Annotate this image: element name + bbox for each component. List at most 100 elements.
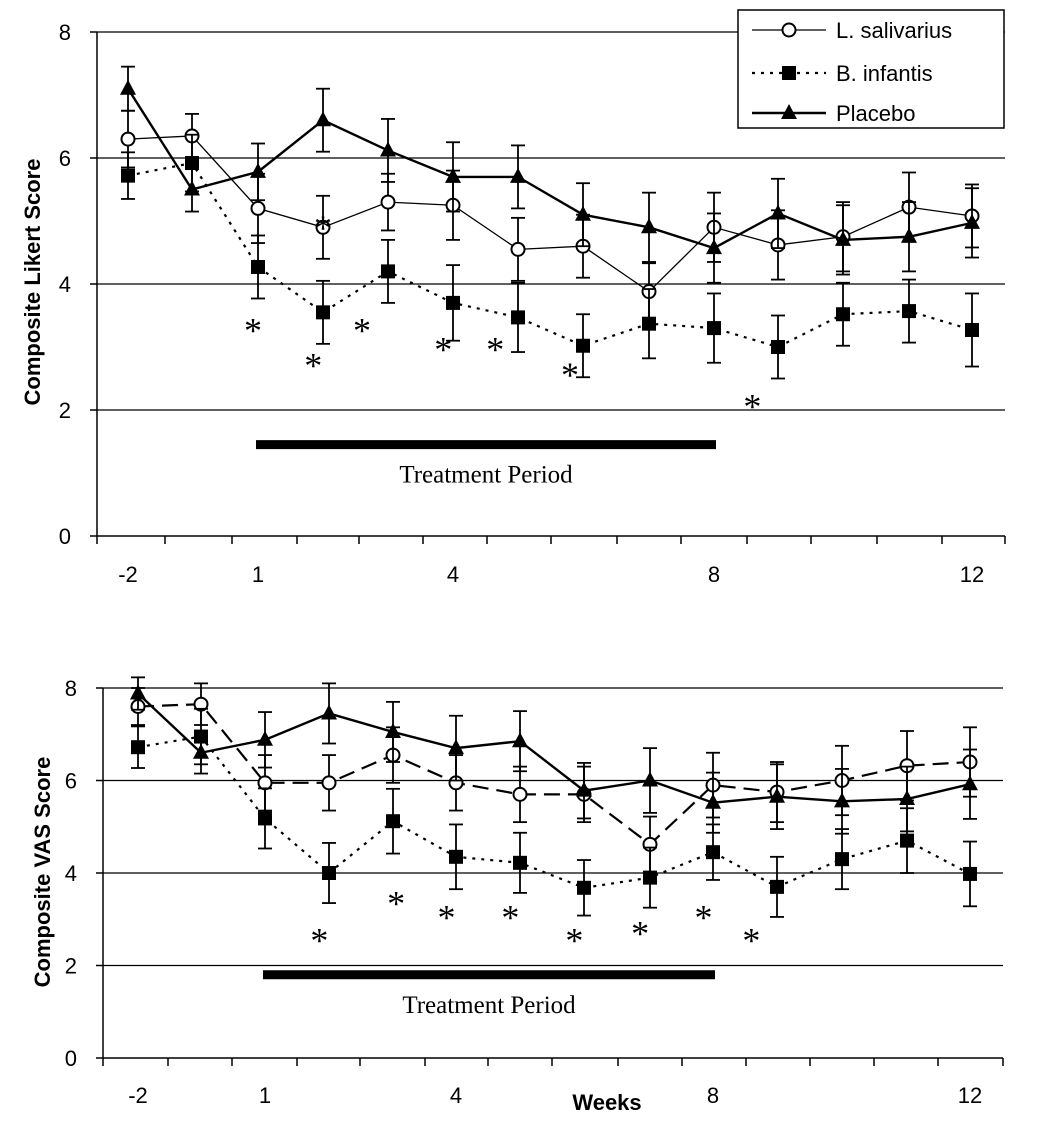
significance-asterisk: *: [561, 355, 579, 395]
data-point: [641, 218, 657, 234]
x-axis-title: Weeks: [572, 1090, 641, 1115]
data-point: [257, 775, 273, 791]
significance-asterisk: *: [304, 345, 322, 385]
y-tick-label: 0: [65, 1046, 77, 1071]
significance-asterisk: *: [743, 386, 761, 426]
data-point: [445, 167, 461, 183]
treatment-period-label: Treatment Period: [399, 462, 573, 489]
likert-panel: 0 2 4 6 8 -2 1 4 8 12 Composite Likert Score Treatm…: [20, 9, 1006, 587]
data-point: [184, 180, 200, 196]
data-point: [322, 866, 336, 880]
legend-marker: [781, 22, 797, 38]
legend-label: Placebo: [836, 101, 916, 126]
y-tick-label: 6: [59, 146, 71, 171]
data-point: [251, 259, 265, 274]
data-point: [836, 307, 850, 322]
data-point: [902, 304, 916, 319]
y-tick-label: 8: [65, 676, 77, 701]
series-placebo: [130, 676, 978, 835]
data-point: [835, 852, 849, 867]
data-point: [643, 870, 657, 885]
significance-asterisk: *: [353, 311, 371, 351]
treatment-period-label: Treatment Period: [402, 992, 576, 1019]
y-tick-label: 2: [59, 398, 71, 423]
data-point: [899, 790, 915, 805]
y-tick-label: 2: [65, 954, 77, 979]
series-line: [126, 88, 973, 250]
data-point: [512, 786, 528, 802]
significance-asterisk: *: [434, 330, 452, 370]
significance-asterisk: *: [695, 897, 713, 937]
data-point: [250, 162, 266, 178]
x-tick-label: -2: [118, 562, 138, 587]
significance-asterisk: *: [631, 914, 649, 954]
data-point: [901, 227, 917, 243]
data-point: [449, 849, 463, 864]
x-tick-label: 8: [708, 562, 720, 587]
data-point: [512, 732, 528, 748]
data-point: [380, 194, 396, 210]
data-point: [381, 264, 395, 279]
data-point: [576, 338, 590, 353]
data-point: [770, 204, 786, 220]
x-tick-label: 8: [707, 1083, 719, 1108]
data-point: [131, 740, 145, 755]
series-line: [137, 692, 971, 804]
significance-asterisk: *: [438, 897, 456, 937]
x-tick-label: 1: [259, 1083, 271, 1108]
y-tick-label: 0: [59, 524, 71, 549]
data-point: [577, 880, 591, 895]
data-point: [705, 793, 721, 809]
y-axis-title: Composite VAS Score: [30, 757, 55, 988]
data-point: [707, 321, 721, 336]
data-point: [380, 141, 396, 157]
series-line: [127, 135, 973, 293]
significance-asterisk: *: [501, 897, 519, 937]
data-point: [510, 241, 526, 257]
data-point: [835, 230, 851, 246]
legend-label: B. infantis: [836, 61, 933, 86]
x-tick-label: 12: [958, 1083, 982, 1108]
data-point: [185, 156, 199, 171]
series-line: [137, 735, 971, 889]
data-point: [513, 855, 527, 870]
data-point: [511, 310, 525, 325]
data-point: [120, 79, 136, 95]
significance-asterisk: *: [565, 921, 583, 961]
x-tick-label: 12: [960, 562, 984, 587]
data-point: [258, 811, 272, 826]
data-point: [121, 168, 135, 183]
data-point: [448, 739, 464, 755]
y-tick-label: 4: [59, 272, 71, 297]
data-point: [576, 781, 592, 797]
significance-asterisk: *: [387, 884, 405, 924]
x-tick-label: 4: [447, 562, 459, 587]
data-point: [386, 814, 400, 829]
legend-marker: [781, 104, 797, 119]
data-point: [771, 340, 785, 354]
data-point: [965, 322, 979, 337]
data-point: [446, 295, 460, 310]
x-tick-label: -2: [128, 1083, 148, 1108]
data-point: [962, 775, 978, 791]
data-point: [193, 743, 209, 759]
series-b-infantis: [131, 707, 977, 918]
data-point: [250, 200, 266, 216]
y-tick-label: 6: [65, 769, 77, 794]
data-point: [575, 205, 591, 221]
x-tick-label: 1: [252, 562, 264, 587]
data-point: [510, 167, 526, 183]
series-b-infantis: [121, 133, 979, 380]
data-point: [964, 213, 980, 229]
legend-label: L. salivarius: [836, 18, 952, 43]
significance-asterisk: *: [486, 330, 504, 370]
series-placebo: [120, 65, 980, 284]
data-point: [834, 792, 850, 808]
y-axis-title: Composite Likert Score: [20, 159, 45, 406]
data-point: [130, 684, 146, 700]
data-point: [642, 316, 656, 331]
data-point: [385, 722, 401, 738]
significance-asterisk: *: [244, 311, 262, 351]
y-tick-label: 8: [59, 20, 71, 45]
